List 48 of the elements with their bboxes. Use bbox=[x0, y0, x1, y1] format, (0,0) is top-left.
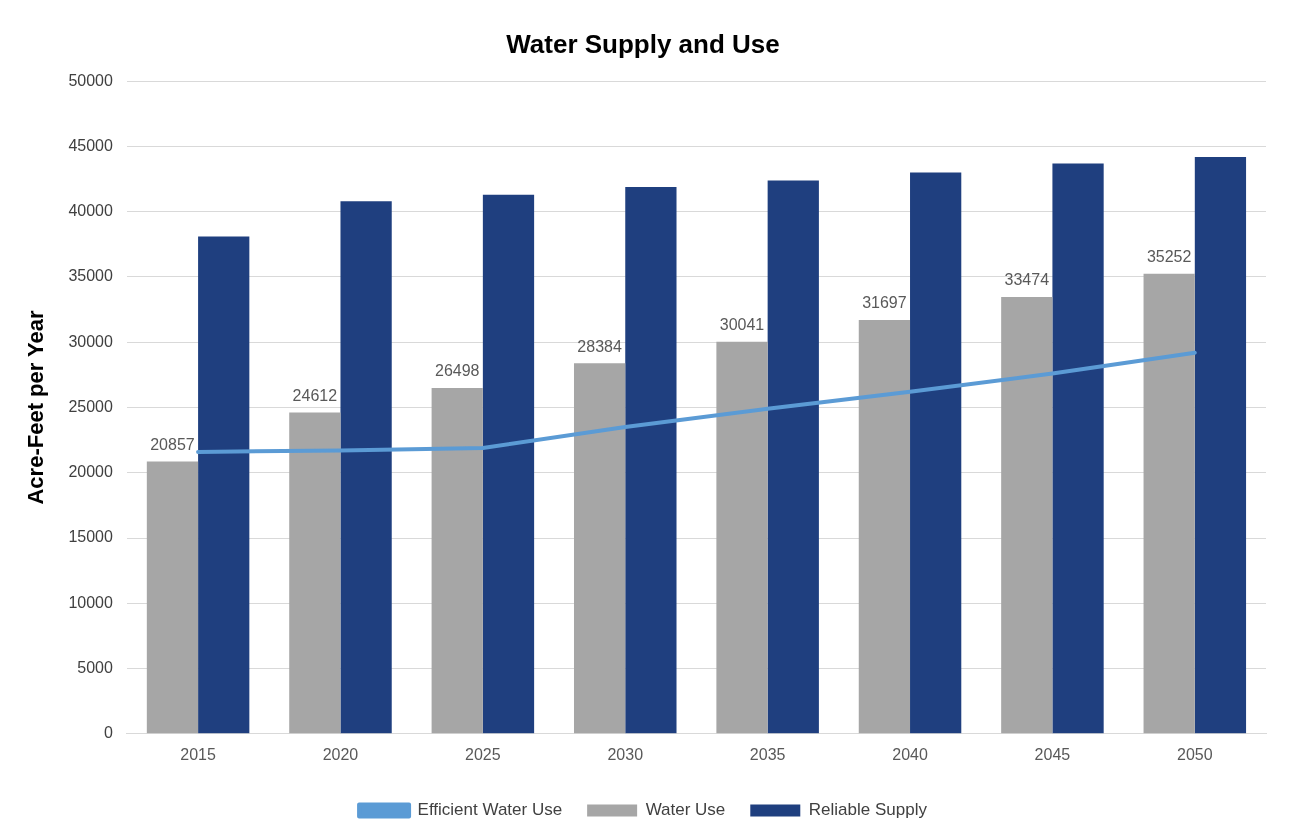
y-tick-label: 20000 bbox=[68, 463, 113, 481]
bar bbox=[1194, 156, 1247, 734]
x-tick-label: 2050 bbox=[1177, 745, 1213, 763]
data-label: 35252 bbox=[1146, 248, 1192, 266]
x-tick-label: 2035 bbox=[749, 745, 786, 763]
bar bbox=[198, 236, 250, 734]
data-label: 20857 bbox=[150, 435, 195, 453]
y-tick-label: 45000 bbox=[68, 136, 113, 154]
y-tick-label: 10000 bbox=[68, 593, 113, 611]
legend-label: Efficient Water Use bbox=[417, 800, 563, 820]
y-tick-label: 25000 bbox=[68, 397, 113, 415]
x-tick-label: 2015 bbox=[180, 745, 216, 763]
bar bbox=[289, 412, 341, 734]
bar bbox=[146, 461, 199, 734]
x-tick-label: 2040 bbox=[892, 745, 928, 763]
y-tick-label: 15000 bbox=[68, 528, 113, 546]
y-tick-label: 5000 bbox=[77, 658, 113, 676]
data-label: 31697 bbox=[862, 294, 907, 312]
y-tick-label: 35000 bbox=[68, 267, 113, 285]
y-tick-label: 40000 bbox=[68, 202, 113, 220]
y-tick-label: 50000 bbox=[68, 71, 113, 89]
bar bbox=[340, 201, 392, 734]
chart-title: Water Supply and Use bbox=[506, 28, 780, 59]
x-tick-label: 2020 bbox=[322, 745, 359, 763]
bar bbox=[767, 180, 819, 734]
bar bbox=[573, 363, 626, 734]
x-tick-label: 2045 bbox=[1034, 745, 1071, 763]
legend-label: Water Use bbox=[645, 800, 726, 820]
bar bbox=[1143, 273, 1195, 734]
y-tick-label: 0 bbox=[103, 724, 113, 742]
bar bbox=[1052, 163, 1104, 734]
y-axis-title: Acre-Feet per Year bbox=[23, 310, 49, 505]
data-label: 28384 bbox=[577, 337, 622, 355]
bar bbox=[1001, 296, 1053, 734]
data-label: 33474 bbox=[1004, 271, 1050, 289]
bar bbox=[431, 387, 483, 734]
data-label: 26498 bbox=[434, 362, 480, 380]
x-tick-label: 2030 bbox=[607, 745, 644, 763]
legend-label: Reliable Supply bbox=[808, 800, 928, 820]
bar bbox=[910, 172, 962, 734]
data-label: 24612 bbox=[292, 386, 338, 404]
x-tick-label: 2025 bbox=[465, 745, 501, 763]
data-label: 30041 bbox=[719, 316, 765, 334]
bar bbox=[625, 186, 677, 734]
bar bbox=[716, 341, 768, 734]
bar bbox=[482, 194, 535, 734]
bar bbox=[858, 320, 911, 734]
y-tick-label: 30000 bbox=[68, 332, 113, 350]
